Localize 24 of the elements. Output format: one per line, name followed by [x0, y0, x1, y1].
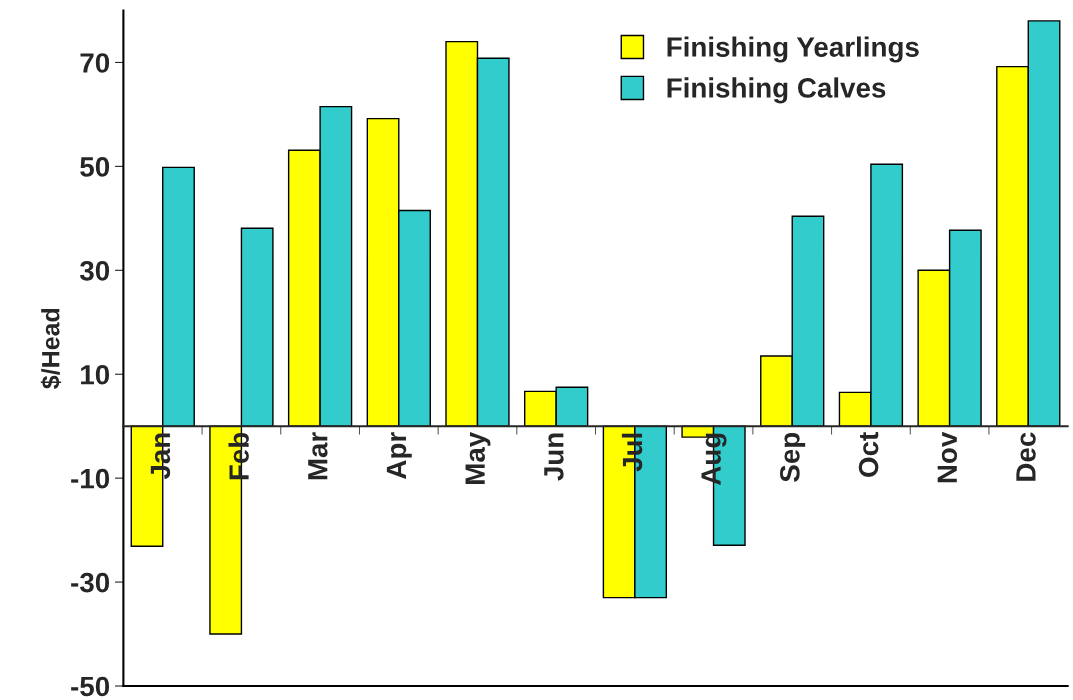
legend-label: Finishing Calves: [667, 77, 886, 104]
x-tick-label: Jan: [150, 433, 171, 480]
y-tick-label: -10: [71, 468, 110, 489]
x-tick-label: Sep: [780, 432, 806, 482]
bar: [162, 166, 195, 427]
y-tick-label: -50: [71, 676, 110, 697]
x-tick-label: Dec: [1016, 432, 1036, 481]
y-tick-label: 30: [79, 260, 110, 281]
x-tick-label: Jun: [544, 433, 564, 481]
x-tick-label: Jul: [621, 433, 643, 472]
y-tick-label: -30: [71, 572, 110, 593]
y-tick-label: 10: [81, 364, 110, 385]
bar: [240, 227, 274, 427]
y-tick-label: 50: [80, 157, 110, 177]
x-tick-label: Oct: [858, 432, 879, 477]
x-tick-label: May: [465, 431, 491, 484]
y-axis-title: $/Head: [40, 308, 62, 389]
y-tick-label: 70: [80, 53, 110, 73]
x-tick-label: Apr: [386, 432, 412, 479]
x-tick-label: Mar: [308, 432, 328, 480]
x-tick-label: Nov: [937, 431, 958, 483]
legend-label: Finishing Yearlings: [667, 36, 919, 63]
x-tick-label: Feb: [228, 432, 249, 480]
x-tick-label: Aug: [701, 433, 727, 486]
